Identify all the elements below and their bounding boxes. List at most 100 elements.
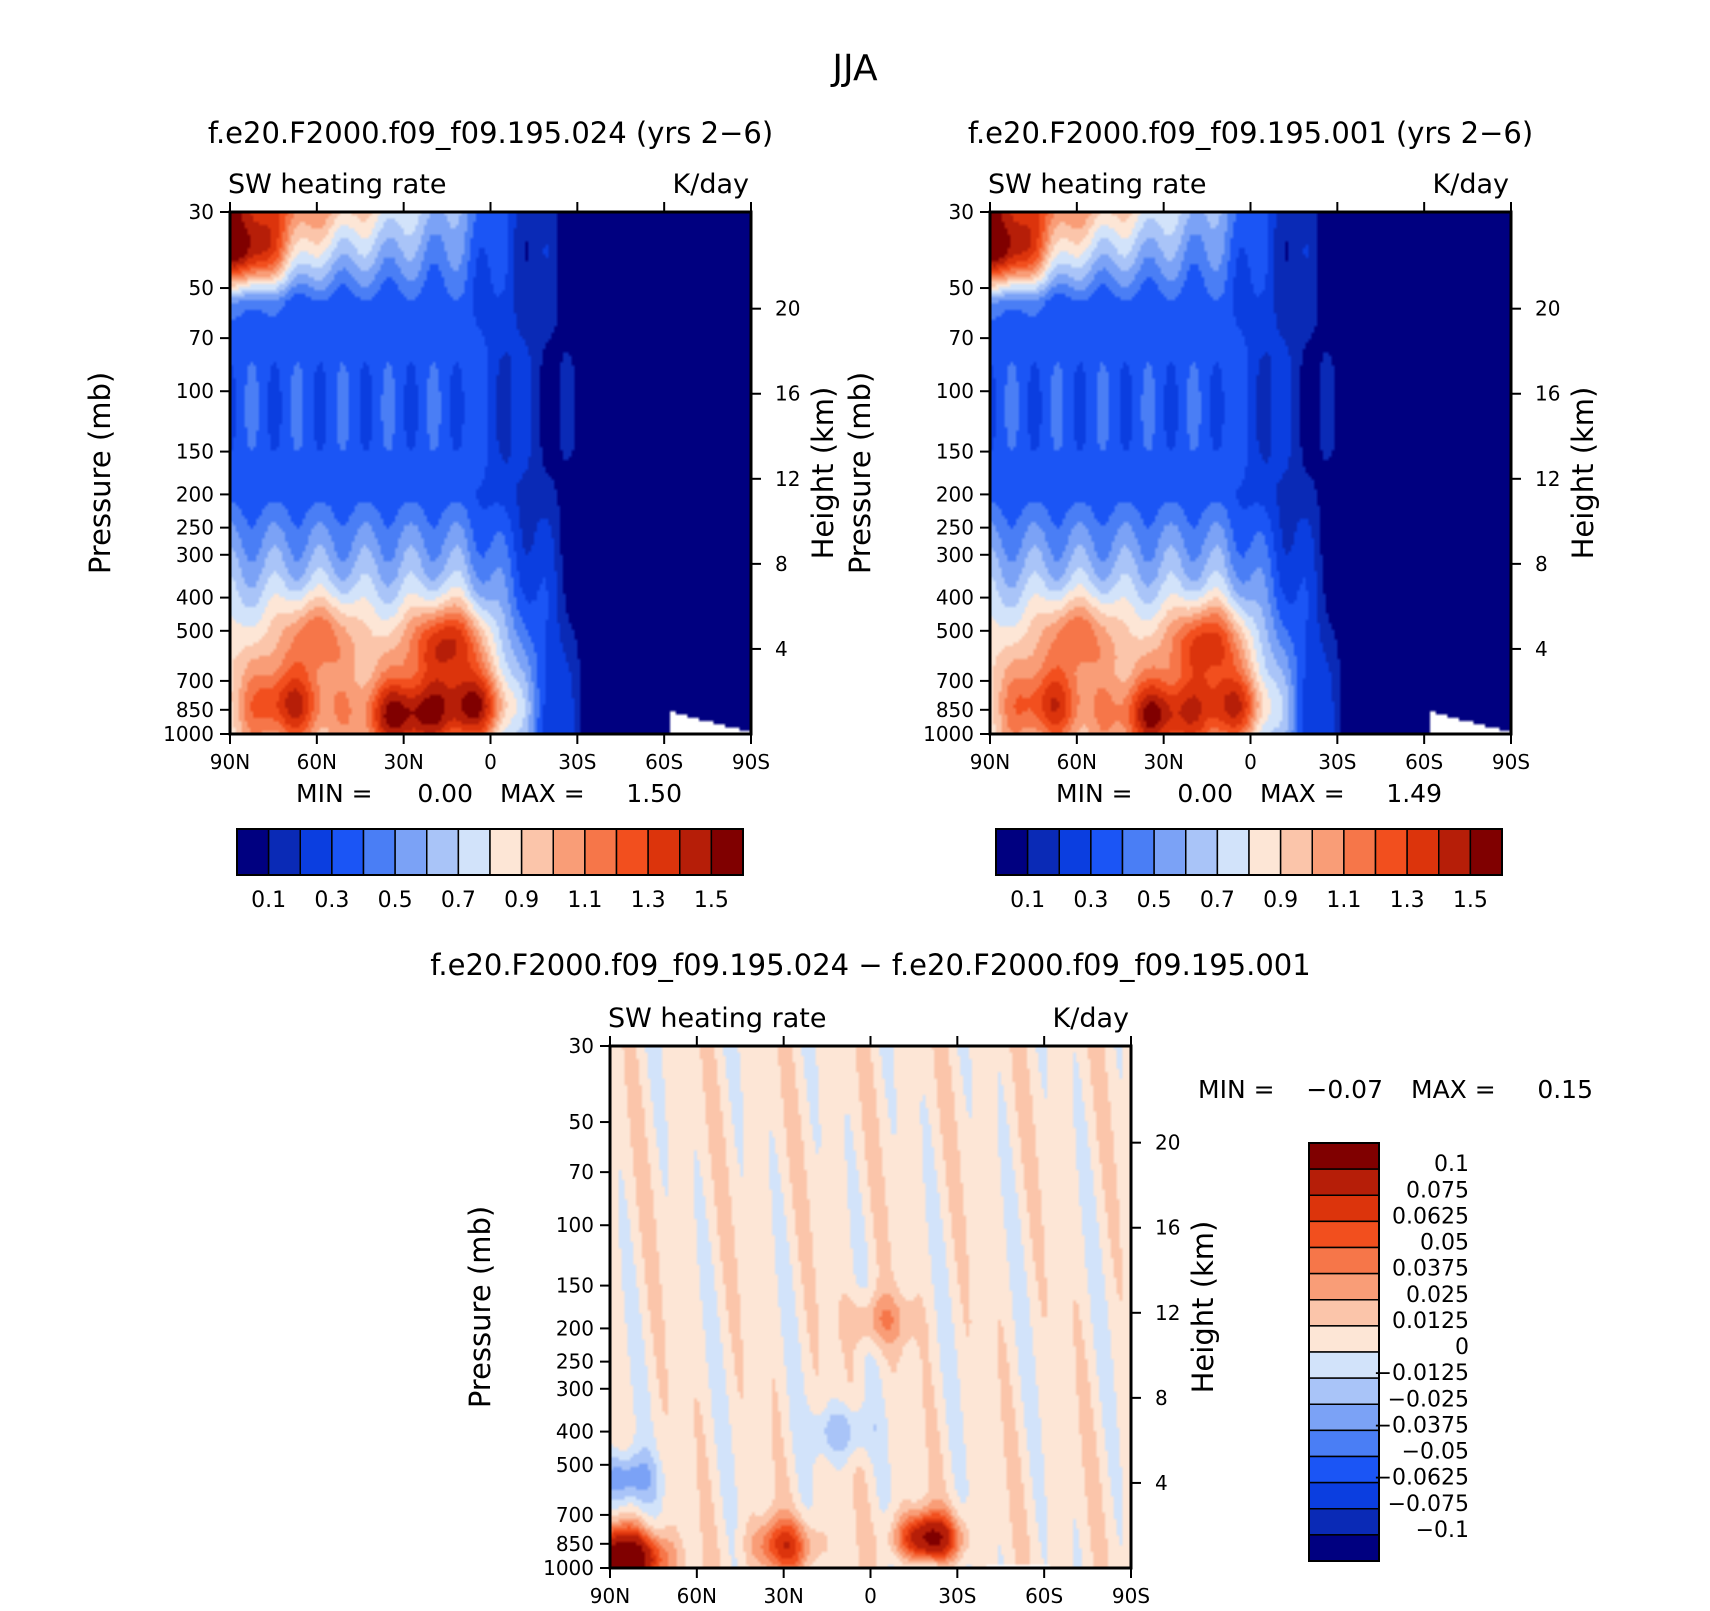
colorbar-swatch — [1279, 828, 1313, 876]
variable-label: SW heating rate — [608, 1003, 826, 1034]
colorbar-label: 0.0125 — [1392, 1309, 1469, 1334]
variable-label: SW heating rate — [988, 169, 1206, 200]
heatmap-field — [610, 1046, 1131, 1568]
colorbar-swatch — [1308, 1142, 1380, 1170]
y2-tick-label: 16 — [1155, 1216, 1180, 1240]
figure-title: JJA — [830, 48, 878, 89]
x-tick-label: 60N — [677, 1584, 717, 1608]
min-label: MIN = — [1198, 1075, 1275, 1104]
colorbar-swatch — [1058, 828, 1092, 876]
colorbar-frame — [236, 828, 744, 876]
colorbar-swatch — [426, 828, 460, 876]
x-tick-label: 60S — [1025, 1584, 1063, 1608]
colorbar-swatch — [710, 828, 744, 876]
x-tick-label: 60N — [1057, 750, 1097, 774]
y2-tick-label: 12 — [775, 467, 800, 491]
colorbar-swatch — [995, 828, 1029, 876]
y-tick-label: 70 — [949, 326, 974, 350]
y2-tick-label: 8 — [1535, 552, 1548, 576]
y-tick-label: 100 — [176, 379, 214, 403]
colorbar-swatch — [489, 828, 523, 876]
colorbar-label: −0.075 — [1388, 1492, 1469, 1517]
panel-1: f.e20.F2000.f09_f09.195.024 (yrs 2−6) SW … — [83, 116, 840, 913]
y-axis-label: Pressure (mb) — [843, 372, 877, 574]
max-label: MAX = — [1260, 779, 1345, 808]
colorbar: 0.1 0.3 0.5 0.7 0.9 1.1 1.3 1.5 — [995, 828, 1503, 913]
y-tick-label: 400 — [176, 586, 214, 610]
y2-tick-label: 8 — [775, 552, 788, 576]
colorbar: 0.10.0750.06250.050.03750.0250.01250−0.0… — [1308, 1142, 1469, 1562]
colorbar-label: 0.1 — [1434, 1152, 1469, 1177]
y-tick-label: 700 — [936, 669, 974, 693]
panel-title: f.e20.F2000.f09_f09.195.024 (yrs 2−6) — [208, 116, 773, 150]
max-label: MAX = — [500, 779, 585, 808]
x-tick-label: 60S — [1405, 750, 1443, 774]
x-tick-label: 0 — [484, 750, 497, 774]
y-tick-label: 300 — [176, 543, 214, 567]
x-tick-label: 0 — [864, 1584, 877, 1608]
y2-tick-label: 20 — [1535, 297, 1560, 321]
colorbar-swatch — [1153, 828, 1187, 876]
y-tick-label: 1000 — [923, 722, 974, 746]
y-tick-label: 150 — [556, 1274, 594, 1298]
x-tick-label: 60N — [297, 750, 337, 774]
x-tick-label: 90S — [1492, 750, 1530, 774]
panel-title: f.e20.F2000.f09_f09.195.001 (yrs 2−6) — [968, 116, 1533, 150]
y-tick-label: 70 — [569, 1160, 594, 1184]
x-tick-label: 30N — [763, 1584, 803, 1608]
colorbar-swatch — [1343, 828, 1377, 876]
x-tick-label: 90S — [1112, 1584, 1150, 1608]
y-tick-label: 30 — [189, 200, 214, 224]
y2-axis-label: Height (km) — [1566, 387, 1600, 560]
colorbar-label: 0.3 — [1073, 888, 1108, 913]
y-tick-label: 150 — [176, 440, 214, 464]
colorbar-swatch — [679, 828, 713, 876]
y-tick-label: 500 — [556, 1453, 594, 1477]
colorbar-swatch — [1308, 1325, 1380, 1353]
x-tick-label: 90N — [590, 1584, 630, 1608]
colorbar-swatch — [1374, 828, 1408, 876]
colorbar-label: 1.3 — [1390, 888, 1425, 913]
x-tick-label: 30S — [1318, 750, 1356, 774]
y2-axis-label: Height (km) — [1186, 1221, 1220, 1394]
y-tick-label: 50 — [189, 276, 214, 300]
colorbar-label: −0.1 — [1416, 1518, 1469, 1543]
y-tick-label: 300 — [936, 543, 974, 567]
colorbar-swatch — [1308, 1168, 1380, 1196]
colorbar-label: −0.0625 — [1374, 1466, 1469, 1491]
heatmap-field — [990, 212, 1511, 734]
x-tick-label: 0 — [1244, 750, 1257, 774]
colorbar-label: 1.1 — [567, 888, 602, 913]
colorbar-swatch — [1438, 828, 1472, 876]
y-tick-label: 850 — [936, 698, 974, 722]
y-tick-label: 850 — [176, 698, 214, 722]
x-tick-label: 60S — [645, 750, 683, 774]
y-tick-label: 250 — [176, 516, 214, 540]
colorbar-label: 1.5 — [1453, 888, 1488, 913]
min-label: MIN = — [1056, 779, 1133, 808]
x-tick-label: 90N — [210, 750, 250, 774]
colorbar-label: 0.05 — [1420, 1231, 1469, 1256]
y-tick-label: 700 — [176, 669, 214, 693]
panel-3-difference: f.e20.F2000.f09_f09.195.024 − f.e20.F200… — [430, 948, 1593, 1608]
colorbar-label: 1.3 — [631, 888, 666, 913]
y2-tick-label: 4 — [775, 637, 788, 661]
colorbar-swatch — [1308, 1220, 1380, 1249]
y2-tick-label: 20 — [1155, 1131, 1180, 1155]
x-tick-label: 30S — [938, 1584, 976, 1608]
max-value: 1.50 — [626, 779, 682, 808]
colorbar-swatch — [1216, 828, 1250, 876]
y-tick-label: 1000 — [543, 1556, 594, 1580]
colorbar-label: 0.0375 — [1392, 1257, 1469, 1282]
y2-axis-label: Height (km) — [806, 387, 840, 560]
min-value: −0.07 — [1306, 1075, 1383, 1104]
colorbar-label: 0 — [1455, 1335, 1469, 1360]
x-tick-label: 90S — [732, 750, 770, 774]
units-label: K/day — [1053, 1003, 1129, 1034]
y-tick-label: 50 — [569, 1110, 594, 1134]
colorbar-swatch — [1308, 1429, 1380, 1458]
colorbar-frame — [1308, 1142, 1380, 1562]
panel-title: f.e20.F2000.f09_f09.195.024 − f.e20.F200… — [430, 948, 1310, 982]
y-tick-label: 50 — [949, 276, 974, 300]
colorbar-swatch — [647, 828, 681, 876]
